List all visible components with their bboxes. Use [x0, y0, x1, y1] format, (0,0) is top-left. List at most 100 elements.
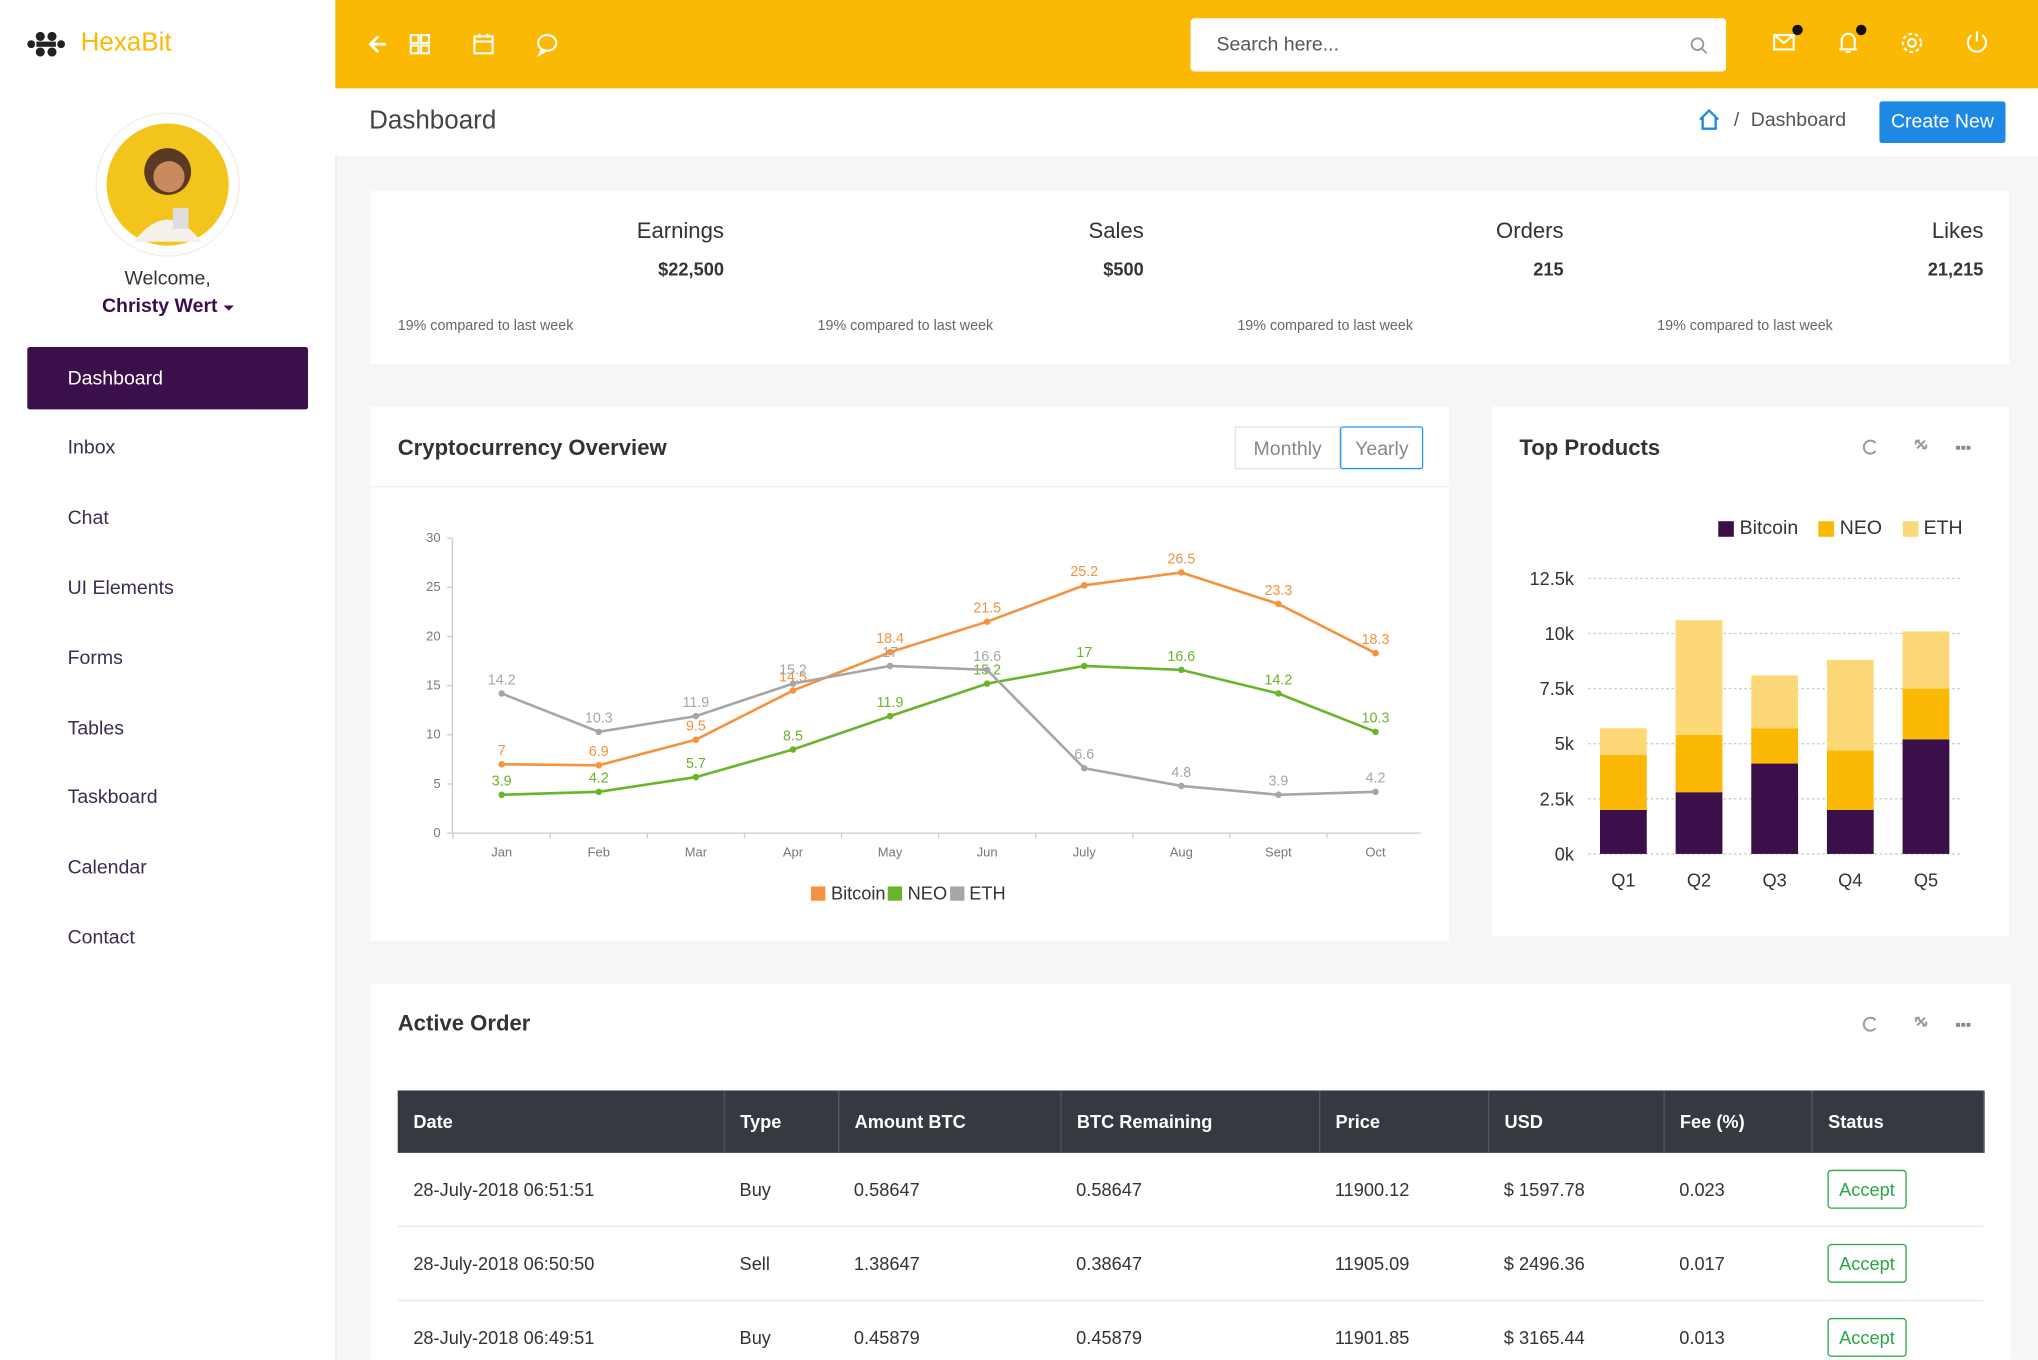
- bar-segment: [1751, 728, 1798, 763]
- stat-value: $500: [1103, 259, 1143, 280]
- x-tick-label: Oct: [1365, 845, 1386, 860]
- point: [790, 687, 796, 693]
- legend-swatch: [888, 886, 902, 900]
- stat: Orders21519% compared to last week: [1237, 191, 1563, 364]
- user-name[interactable]: Christy Wert: [102, 295, 218, 317]
- card-tools[interactable]: [1856, 1012, 1986, 1035]
- data-label: 5.7: [686, 756, 706, 772]
- table-cell: Buy: [724, 1300, 838, 1359]
- point: [984, 618, 990, 624]
- stat-label: Sales: [1088, 218, 1143, 244]
- nav-label[interactable]: Taskboard: [68, 787, 158, 809]
- nav-label[interactable]: Calendar: [68, 857, 147, 879]
- data-label: 16.6: [1167, 649, 1195, 665]
- table-cell: 28-July-2018 06:49:51: [398, 1300, 724, 1359]
- nav-label[interactable]: Inbox: [68, 437, 116, 459]
- column-header: Fee (%): [1664, 1090, 1812, 1152]
- x-tick-label: Jun: [977, 845, 998, 860]
- nav-label[interactable]: Dashboard: [68, 367, 163, 389]
- legend-swatch: [1819, 521, 1835, 537]
- toolbar-icons[interactable]: [367, 31, 614, 57]
- point: [984, 680, 990, 686]
- point: [1081, 663, 1087, 669]
- stat-value: 21,215: [1928, 259, 1984, 280]
- data-label: 17: [882, 645, 898, 661]
- column-header: Price: [1319, 1090, 1488, 1152]
- data-label: 11.9: [877, 695, 904, 711]
- legend-label: NEO: [1840, 517, 1882, 539]
- accept-button[interactable]: Accept: [1827, 1244, 1906, 1283]
- stat-note: 19% compared to last week: [1657, 318, 1833, 334]
- column-header: Date: [398, 1090, 724, 1152]
- nav-item[interactable]: Chat: [27, 487, 308, 549]
- nav-label[interactable]: UI Elements: [68, 577, 174, 599]
- search-icon: [1690, 36, 1708, 54]
- data-label: 4.8: [1171, 765, 1191, 781]
- legend-label: NEO: [908, 883, 947, 904]
- stat-value: 215: [1533, 259, 1563, 280]
- data-label: 18.3: [1362, 632, 1390, 648]
- bar-segment: [1600, 755, 1647, 810]
- nav-item[interactable]: Tables: [27, 697, 308, 759]
- breadcrumb[interactable]: Dashboard: [1751, 109, 1846, 131]
- data-label: 21.5: [973, 601, 1001, 617]
- data-label: 4.2: [589, 771, 609, 787]
- table-cell: $ 1597.78: [1488, 1153, 1663, 1226]
- series-line: [502, 666, 1376, 795]
- search-placeholder[interactable]: Search here...: [1217, 34, 1339, 56]
- header-actions[interactable]: [1765, 23, 1999, 62]
- x-tick-label: Q1: [1611, 870, 1635, 890]
- nav-item[interactable]: Calendar: [27, 837, 308, 899]
- legend-item: Bitcoin: [1719, 517, 1798, 539]
- y-tick-label: 10k: [1545, 624, 1575, 644]
- table-cell: 0.38647: [1061, 1226, 1320, 1300]
- stat-value: $22,500: [658, 259, 724, 280]
- stats-card: Earnings $22,500 19% compared to last week…: [370, 191, 2009, 364]
- nav-item[interactable]: Forms: [27, 627, 308, 689]
- point: [596, 729, 602, 735]
- y-tick-label: 5k: [1555, 734, 1575, 754]
- bar-segment: [1903, 631, 1950, 688]
- line-chart: 051015202530JanFebMarAprMayJunJulyAugSep…: [370, 407, 1449, 941]
- stat-label: Earnings: [637, 218, 724, 244]
- nav-item[interactable]: UI Elements: [27, 557, 308, 619]
- nav-label[interactable]: Contact: [68, 927, 135, 949]
- welcome: Welcome,: [0, 268, 335, 290]
- data-label: 4.2: [1366, 771, 1386, 787]
- data-label: 9.5: [686, 719, 706, 735]
- accept-button[interactable]: Accept: [1827, 1318, 1906, 1357]
- stat: Earnings$22,50019% compared to last week: [398, 191, 724, 364]
- table-cell: 0.017: [1664, 1226, 1812, 1300]
- nav-label[interactable]: Forms: [68, 647, 123, 669]
- point: [790, 680, 796, 686]
- nav-item[interactable]: Dashboard: [27, 347, 308, 409]
- nav-item[interactable]: Contact: [27, 906, 308, 968]
- nav-item[interactable]: Taskboard: [27, 767, 308, 829]
- point: [596, 762, 602, 768]
- user-menu[interactable]: Christy Wert: [0, 295, 335, 317]
- nav-label[interactable]: Chat: [68, 507, 109, 529]
- legend-item: NEO: [1819, 517, 1882, 539]
- data-label: 10.3: [585, 711, 613, 727]
- table-cell: Buy: [724, 1153, 838, 1226]
- brand: HexaBit: [81, 29, 172, 59]
- data-label: 7: [498, 743, 506, 759]
- x-tick-label: Aug: [1170, 845, 1193, 860]
- data-label: 25.2: [1070, 564, 1098, 580]
- legend-swatch: [1719, 521, 1735, 537]
- orders-table: DateTypeAmount BTCBTC RemainingPriceUSDF…: [398, 1090, 1984, 1359]
- nav-label[interactable]: Tables: [68, 717, 124, 739]
- accept-button[interactable]: Accept: [1827, 1170, 1906, 1209]
- y-tick-label: 12.5k: [1529, 569, 1574, 589]
- table-cell: 0.58647: [1061, 1153, 1320, 1226]
- bar-segment: [1827, 660, 1874, 750]
- data-label: 6.6: [1074, 747, 1094, 763]
- search-box[interactable]: Search here...: [1191, 18, 1726, 71]
- data-label: 3.9: [1268, 774, 1288, 790]
- nav-item[interactable]: Inbox: [27, 417, 308, 479]
- breadcrumb-sep: /: [1734, 109, 1739, 131]
- create-new-button[interactable]: Create New: [1879, 101, 2005, 143]
- home-icon[interactable]: [1697, 108, 1720, 131]
- page-title: Dashboard: [369, 107, 496, 137]
- legend: BitcoinNEOETH: [370, 883, 1449, 904]
